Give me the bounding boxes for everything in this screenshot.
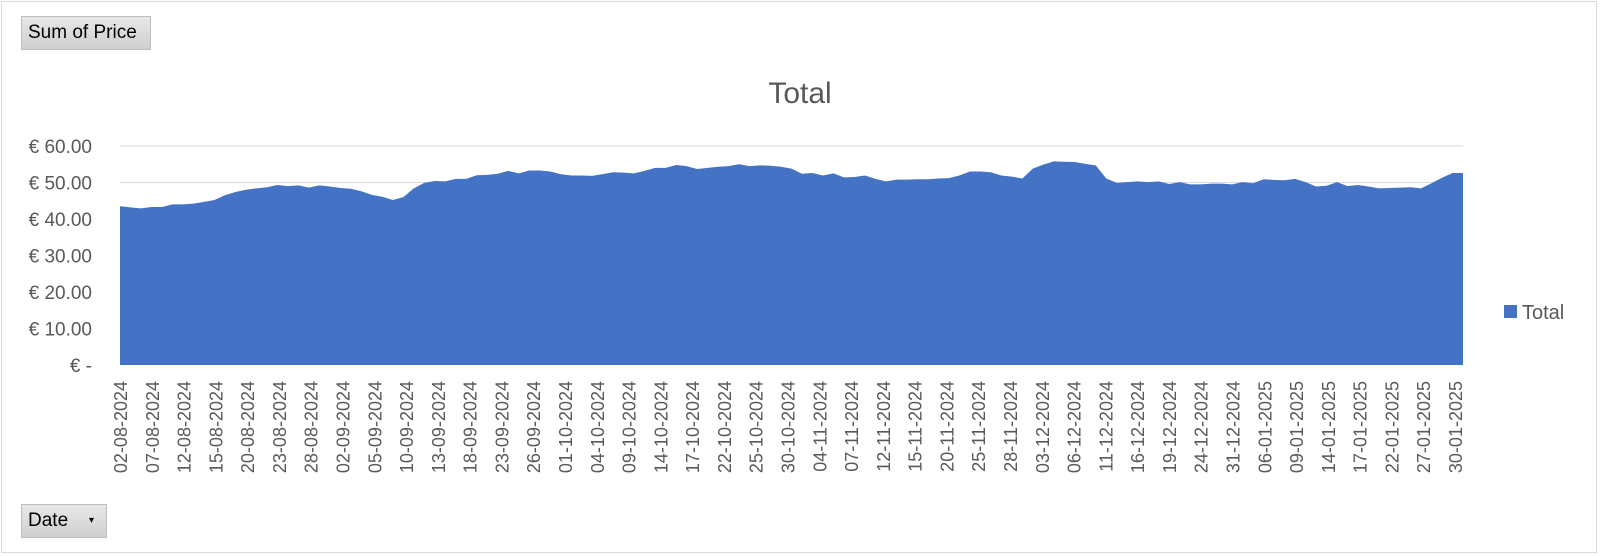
x-tick-label: 30-10-2024 xyxy=(779,381,799,473)
x-tick-label: 15-08-2024 xyxy=(206,381,226,473)
y-tick-label: € 40.00 xyxy=(29,210,92,231)
x-tick-label: 12-11-2024 xyxy=(874,381,894,472)
x-tick-label: 03-12-2024 xyxy=(1033,381,1053,473)
date-field-label: Date xyxy=(28,510,69,531)
sum-of-price-field-button[interactable]: Sum of Price xyxy=(21,16,151,50)
date-field-button[interactable]: Date ▾ xyxy=(21,504,107,538)
y-tick-label: € 50.00 xyxy=(29,174,92,195)
x-tick-label: 02-08-2024 xyxy=(111,381,131,473)
x-tick-label: 13-09-2024 xyxy=(429,381,449,473)
x-tick-label: 24-12-2024 xyxy=(1192,381,1212,473)
x-tick-label: 06-12-2024 xyxy=(1065,381,1085,473)
x-tick-label: 14-01-2025 xyxy=(1319,381,1339,473)
y-tick-label: € 10.00 xyxy=(29,320,92,341)
y-tick-label: € 30.00 xyxy=(29,247,92,268)
chart-title: Total xyxy=(768,77,831,110)
x-tick-label: 07-08-2024 xyxy=(143,381,163,473)
x-tick-label: 17-10-2024 xyxy=(683,381,703,473)
series-area-layer xyxy=(120,161,1463,365)
x-tick-label: 26-09-2024 xyxy=(524,381,544,473)
legend-swatch xyxy=(1504,305,1517,318)
x-tick-label: 04-10-2024 xyxy=(588,381,608,473)
x-tick-label: 16-12-2024 xyxy=(1128,381,1148,473)
x-tick-label: 23-09-2024 xyxy=(492,381,512,473)
x-tick-label: 20-11-2024 xyxy=(937,381,957,472)
x-tick-label: 02-09-2024 xyxy=(334,381,354,473)
x-axis-tick-labels: 02-08-2024 07-08-2024 12-08-2024 15-08-2024… xyxy=(111,381,1466,473)
x-tick-label: 22-10-2024 xyxy=(715,381,735,473)
y-axis-tick-labels: € - € 10.00 € 20.00 € 30.00 € 40.00 € 50.00 € … xyxy=(29,137,92,377)
y-tick-label: € - xyxy=(70,356,92,377)
sum-of-price-label: Sum of Price xyxy=(28,22,137,43)
x-tick-label: 22-01-2025 xyxy=(1382,381,1402,473)
x-tick-label: 30-01-2025 xyxy=(1446,381,1466,473)
x-tick-label: 01-10-2024 xyxy=(556,381,576,473)
x-tick-label: 25-10-2024 xyxy=(747,381,767,473)
x-tick-label: 06-01-2025 xyxy=(1255,381,1275,473)
x-tick-label: 11-12-2024 xyxy=(1096,381,1116,472)
x-tick-label: 19-12-2024 xyxy=(1160,381,1180,473)
x-tick-label: 23-08-2024 xyxy=(270,381,290,473)
x-tick-label: 28-11-2024 xyxy=(1001,381,1021,472)
x-tick-label: 18-09-2024 xyxy=(461,381,481,473)
x-tick-label: 10-09-2024 xyxy=(397,381,417,473)
x-tick-label: 09-01-2025 xyxy=(1287,381,1307,473)
x-tick-label: 12-08-2024 xyxy=(175,381,195,473)
series-area-total xyxy=(120,161,1463,365)
x-tick-label: 20-08-2024 xyxy=(238,381,258,473)
legend: Total xyxy=(1504,302,1564,324)
x-tick-label: 25-11-2024 xyxy=(969,381,989,472)
x-tick-label: 17-01-2025 xyxy=(1351,381,1371,473)
x-tick-label: 05-09-2024 xyxy=(365,381,385,473)
x-tick-label: 04-11-2024 xyxy=(810,381,830,472)
x-tick-label: 09-10-2024 xyxy=(620,381,640,473)
x-tick-label: 27-01-2025 xyxy=(1414,381,1434,473)
dropdown-arrow-icon[interactable]: ▾ xyxy=(88,515,94,526)
x-tick-label: 28-08-2024 xyxy=(302,381,322,473)
x-tick-label: 15-11-2024 xyxy=(906,381,926,472)
x-tick-label: 14-10-2024 xyxy=(651,381,671,473)
y-tick-label: € 60.00 xyxy=(29,137,92,158)
x-tick-label: 07-11-2024 xyxy=(842,381,862,472)
x-tick-label: 31-12-2024 xyxy=(1224,381,1244,473)
legend-label: Total xyxy=(1522,302,1564,324)
y-tick-label: € 20.00 xyxy=(29,283,92,304)
